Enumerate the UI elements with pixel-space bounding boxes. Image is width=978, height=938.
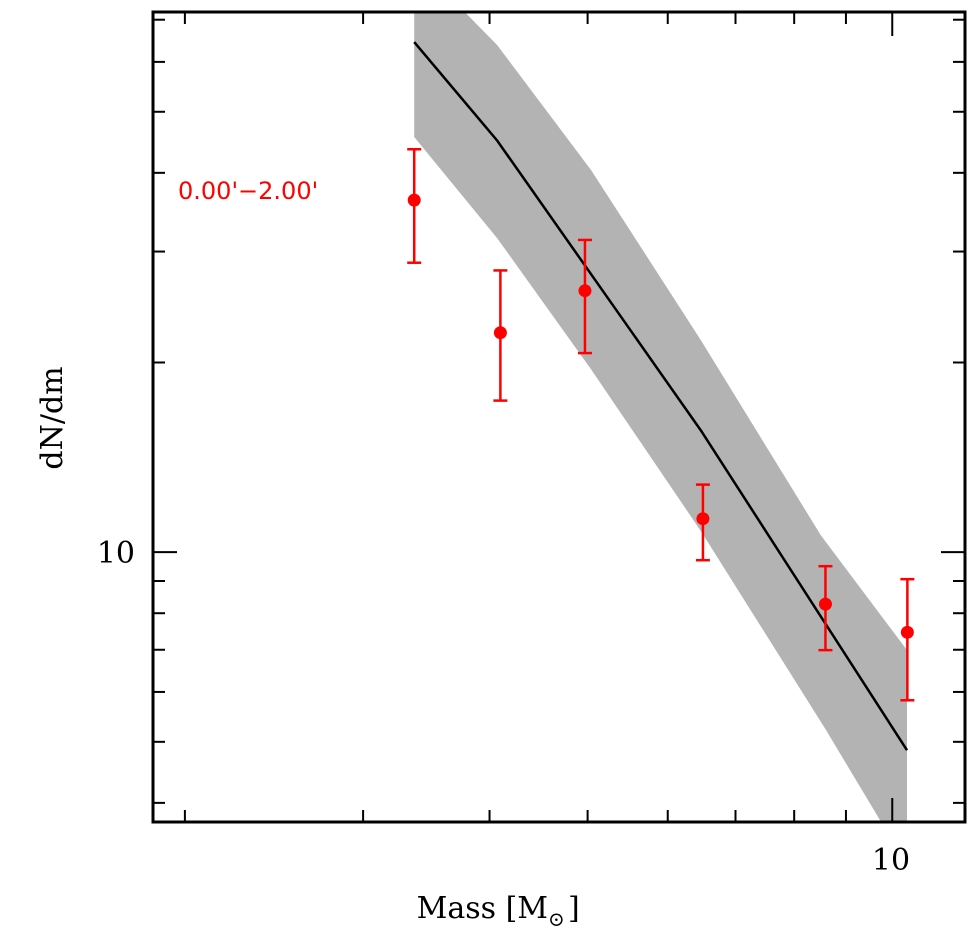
data-point-5 — [818, 564, 833, 652]
data-point-1 — [407, 148, 422, 264]
model-line-layer — [413, 41, 909, 751]
data-marker — [900, 625, 914, 639]
data-point-3 — [577, 238, 592, 355]
model-band — [414, 12, 907, 822]
x-axis-label-close: ] — [568, 891, 580, 926]
y-axis-label: dN/dm — [35, 366, 70, 469]
y-tick-label-10: 10 — [97, 536, 135, 571]
model-band-layer — [414, 12, 907, 822]
data-points-layer — [407, 148, 915, 702]
data-point-6 — [900, 577, 915, 702]
model-line — [413, 41, 909, 751]
plot-frame — [151, 10, 967, 824]
data-marker — [696, 512, 710, 526]
data-point-2 — [493, 269, 508, 402]
x-tick-label-10: 10 — [872, 843, 910, 878]
ticks-layer — [153, 12, 965, 822]
x-axis-label: Mass [M — [417, 891, 548, 926]
data-marker — [578, 284, 592, 298]
radius-annotation: 0.00'−2.00' — [178, 177, 318, 205]
x-axis-label-sun-symbol: ⊙ — [548, 907, 565, 931]
data-marker — [493, 326, 507, 340]
data-marker — [407, 193, 421, 207]
data-marker — [818, 597, 832, 611]
data-point-4 — [695, 483, 710, 562]
